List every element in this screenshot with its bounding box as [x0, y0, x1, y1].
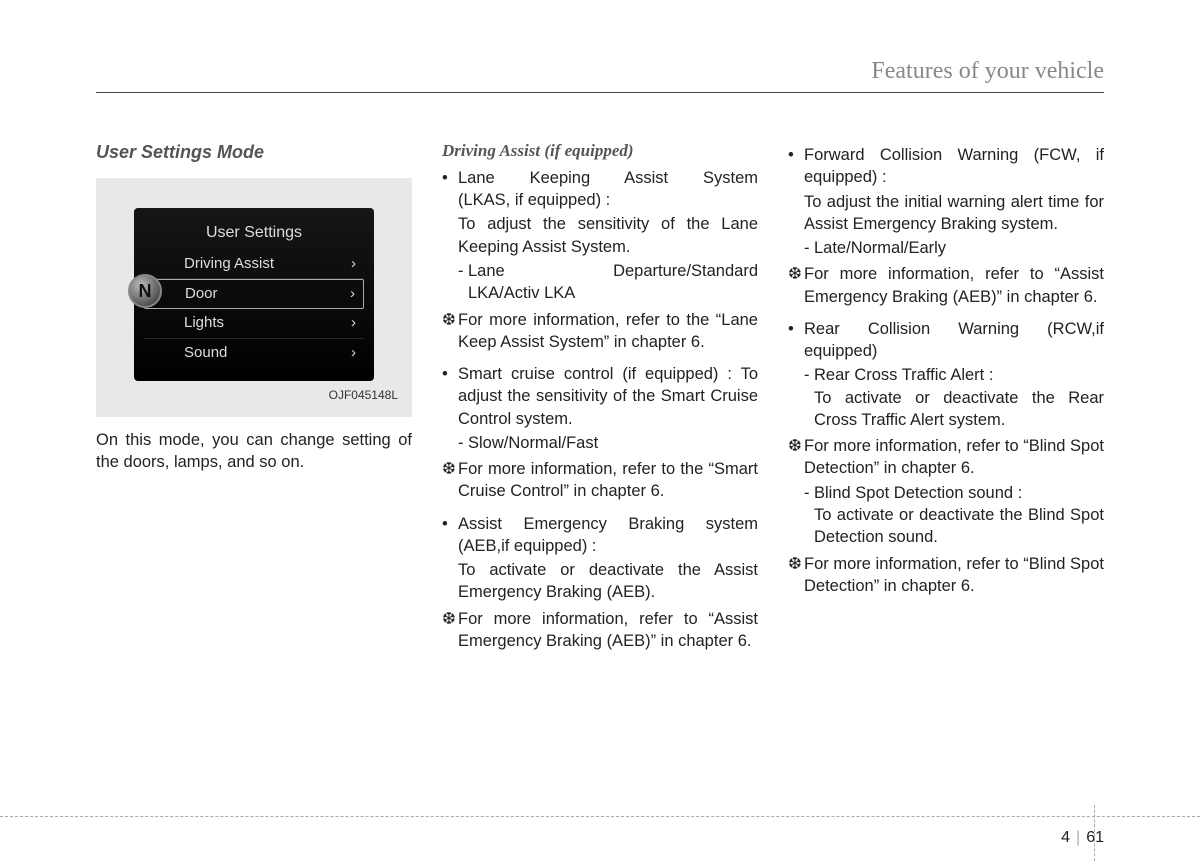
dash-item: - Rear Cross Traffic Alert : To activate… — [788, 364, 1104, 431]
chevron-icon: › — [351, 254, 356, 274]
reference: ❆ For more information, refer to the “La… — [442, 309, 758, 354]
reference-icon: ❆ — [788, 263, 804, 308]
dash-icon: - — [804, 482, 814, 549]
menu-item: Driving Assist › — [144, 250, 364, 279]
bullet-text: Forward Collision Warning (FCW, if equip… — [804, 144, 1104, 189]
menu-label: Lights — [184, 313, 224, 333]
bullet-item: • Smart cruise control (if equipped) : T… — [442, 363, 758, 430]
dash-icon: - — [804, 364, 814, 431]
chevron-icon: › — [351, 343, 356, 363]
reference-text: For more information, refer to “Assist E… — [458, 608, 758, 653]
bullet-text: Assist Emergency Braking system (AEB,if … — [458, 513, 758, 558]
reference-icon: ❆ — [788, 435, 804, 480]
bullet-text: Smart cruise control (if equipped) : To … — [458, 363, 758, 430]
chevron-icon: › — [350, 284, 355, 304]
instrument-display: N User Settings Driving Assist › Door › … — [134, 208, 374, 381]
bullet-icon: • — [442, 167, 458, 212]
page-number: 61 — [1086, 829, 1104, 847]
figure-code: OJF045148L — [110, 387, 398, 403]
bullet-sub: To activate or deactivate the Assist Eme… — [442, 559, 758, 604]
crop-mark-h — [0, 816, 1200, 817]
reference-icon: ❆ — [442, 309, 458, 354]
column-2: Driving Assist (if equipped) • Lane Keep… — [442, 140, 758, 662]
reference: ❆ For more information, refer to “Assist… — [788, 263, 1104, 308]
reference-text: For more information, refer to “Assist E… — [804, 263, 1104, 308]
dash-icon: - — [458, 260, 468, 305]
menu-item: Sound › — [144, 339, 364, 367]
menu-item: Lights › — [144, 309, 364, 338]
bullet-item: • Assist Emergency Braking system (AEB,i… — [442, 513, 758, 558]
bullet-icon: • — [442, 363, 458, 430]
bullet-icon: • — [442, 513, 458, 558]
bullet-text: Lane Keeping Assist System (LKAS, if equ… — [458, 167, 758, 212]
page-content: User Settings Mode N User Settings Drivi… — [96, 140, 1104, 662]
footer-separator: | — [1076, 829, 1080, 847]
reference-text: For more information, refer to the “Lane… — [458, 309, 758, 354]
dash-item: - Slow/Normal/Fast — [442, 432, 758, 454]
bullet-text: Rear Collision Warning (RCW,if equipped) — [804, 318, 1104, 363]
bullet-sub: To adjust the sensitivity of the Lane Ke… — [442, 213, 758, 258]
display-title: User Settings — [144, 222, 364, 244]
menu-label: Sound — [184, 343, 227, 363]
bullet-item: • Rear Collision Warning (RCW,if equippe… — [788, 318, 1104, 363]
reference-text: For more information, refer to “Blind Sp… — [804, 435, 1104, 480]
dash-item: - Lane Departure/Standard LKA/Activ LKA — [442, 260, 758, 305]
reference-text: For more information, refer to “Blind Sp… — [804, 553, 1104, 598]
section-header: Features of your vehicle — [871, 58, 1104, 85]
bullet-item: • Lane Keeping Assist System (LKAS, if e… — [442, 167, 758, 212]
dash-text: Late/Normal/Early — [814, 237, 1104, 259]
reference: ❆ For more information, refer to “Blind … — [788, 553, 1104, 598]
bullet-icon: • — [788, 318, 804, 363]
reference-icon: ❆ — [442, 458, 458, 503]
col2-title: Driving Assist (if equipped) — [442, 140, 758, 163]
column-3: • Forward Collision Warning (FCW, if equ… — [788, 140, 1104, 662]
reference: ❆ For more information, refer to “Assist… — [442, 608, 758, 653]
menu-label: Driving Assist — [184, 254, 274, 274]
bullet-item: • Forward Collision Warning (FCW, if equ… — [788, 144, 1104, 189]
reference-icon: ❆ — [442, 608, 458, 653]
col1-body: On this mode, you can change setting of … — [96, 429, 412, 474]
reference: ❆ For more information, refer to the “Sm… — [442, 458, 758, 503]
display-figure: N User Settings Driving Assist › Door › … — [96, 178, 412, 417]
reference-text: For more information, refer to the “Smar… — [458, 458, 758, 503]
col1-title: User Settings Mode — [96, 140, 412, 164]
chevron-icon: › — [351, 313, 356, 333]
menu-label: Door — [185, 284, 218, 304]
header-rule — [96, 92, 1104, 93]
reference-icon: ❆ — [788, 553, 804, 598]
dash-text: Slow/Normal/Fast — [468, 432, 758, 454]
dash-icon: - — [804, 237, 814, 259]
dash-text: Lane Departure/Standard LKA/Activ LKA — [468, 260, 758, 305]
reference: ❆ For more information, refer to “Blind … — [788, 435, 1104, 480]
dash-text: Rear Cross Traffic Alert : To activate o… — [814, 364, 1104, 431]
dash-icon: - — [458, 432, 468, 454]
dash-item: - Late/Normal/Early — [788, 237, 1104, 259]
dash-item: - Blind Spot Detection sound : To activa… — [788, 482, 1104, 549]
menu-item-selected: Door › — [144, 279, 364, 309]
chapter-number: 4 — [1061, 829, 1070, 847]
bullet-icon: • — [788, 144, 804, 189]
page-footer: 4 | 61 — [1061, 829, 1104, 847]
dash-text: Blind Spot Detection sound : To activate… — [814, 482, 1104, 549]
bullet-sub: To adjust the initial warning alert time… — [788, 191, 1104, 236]
column-1: User Settings Mode N User Settings Drivi… — [96, 140, 412, 662]
